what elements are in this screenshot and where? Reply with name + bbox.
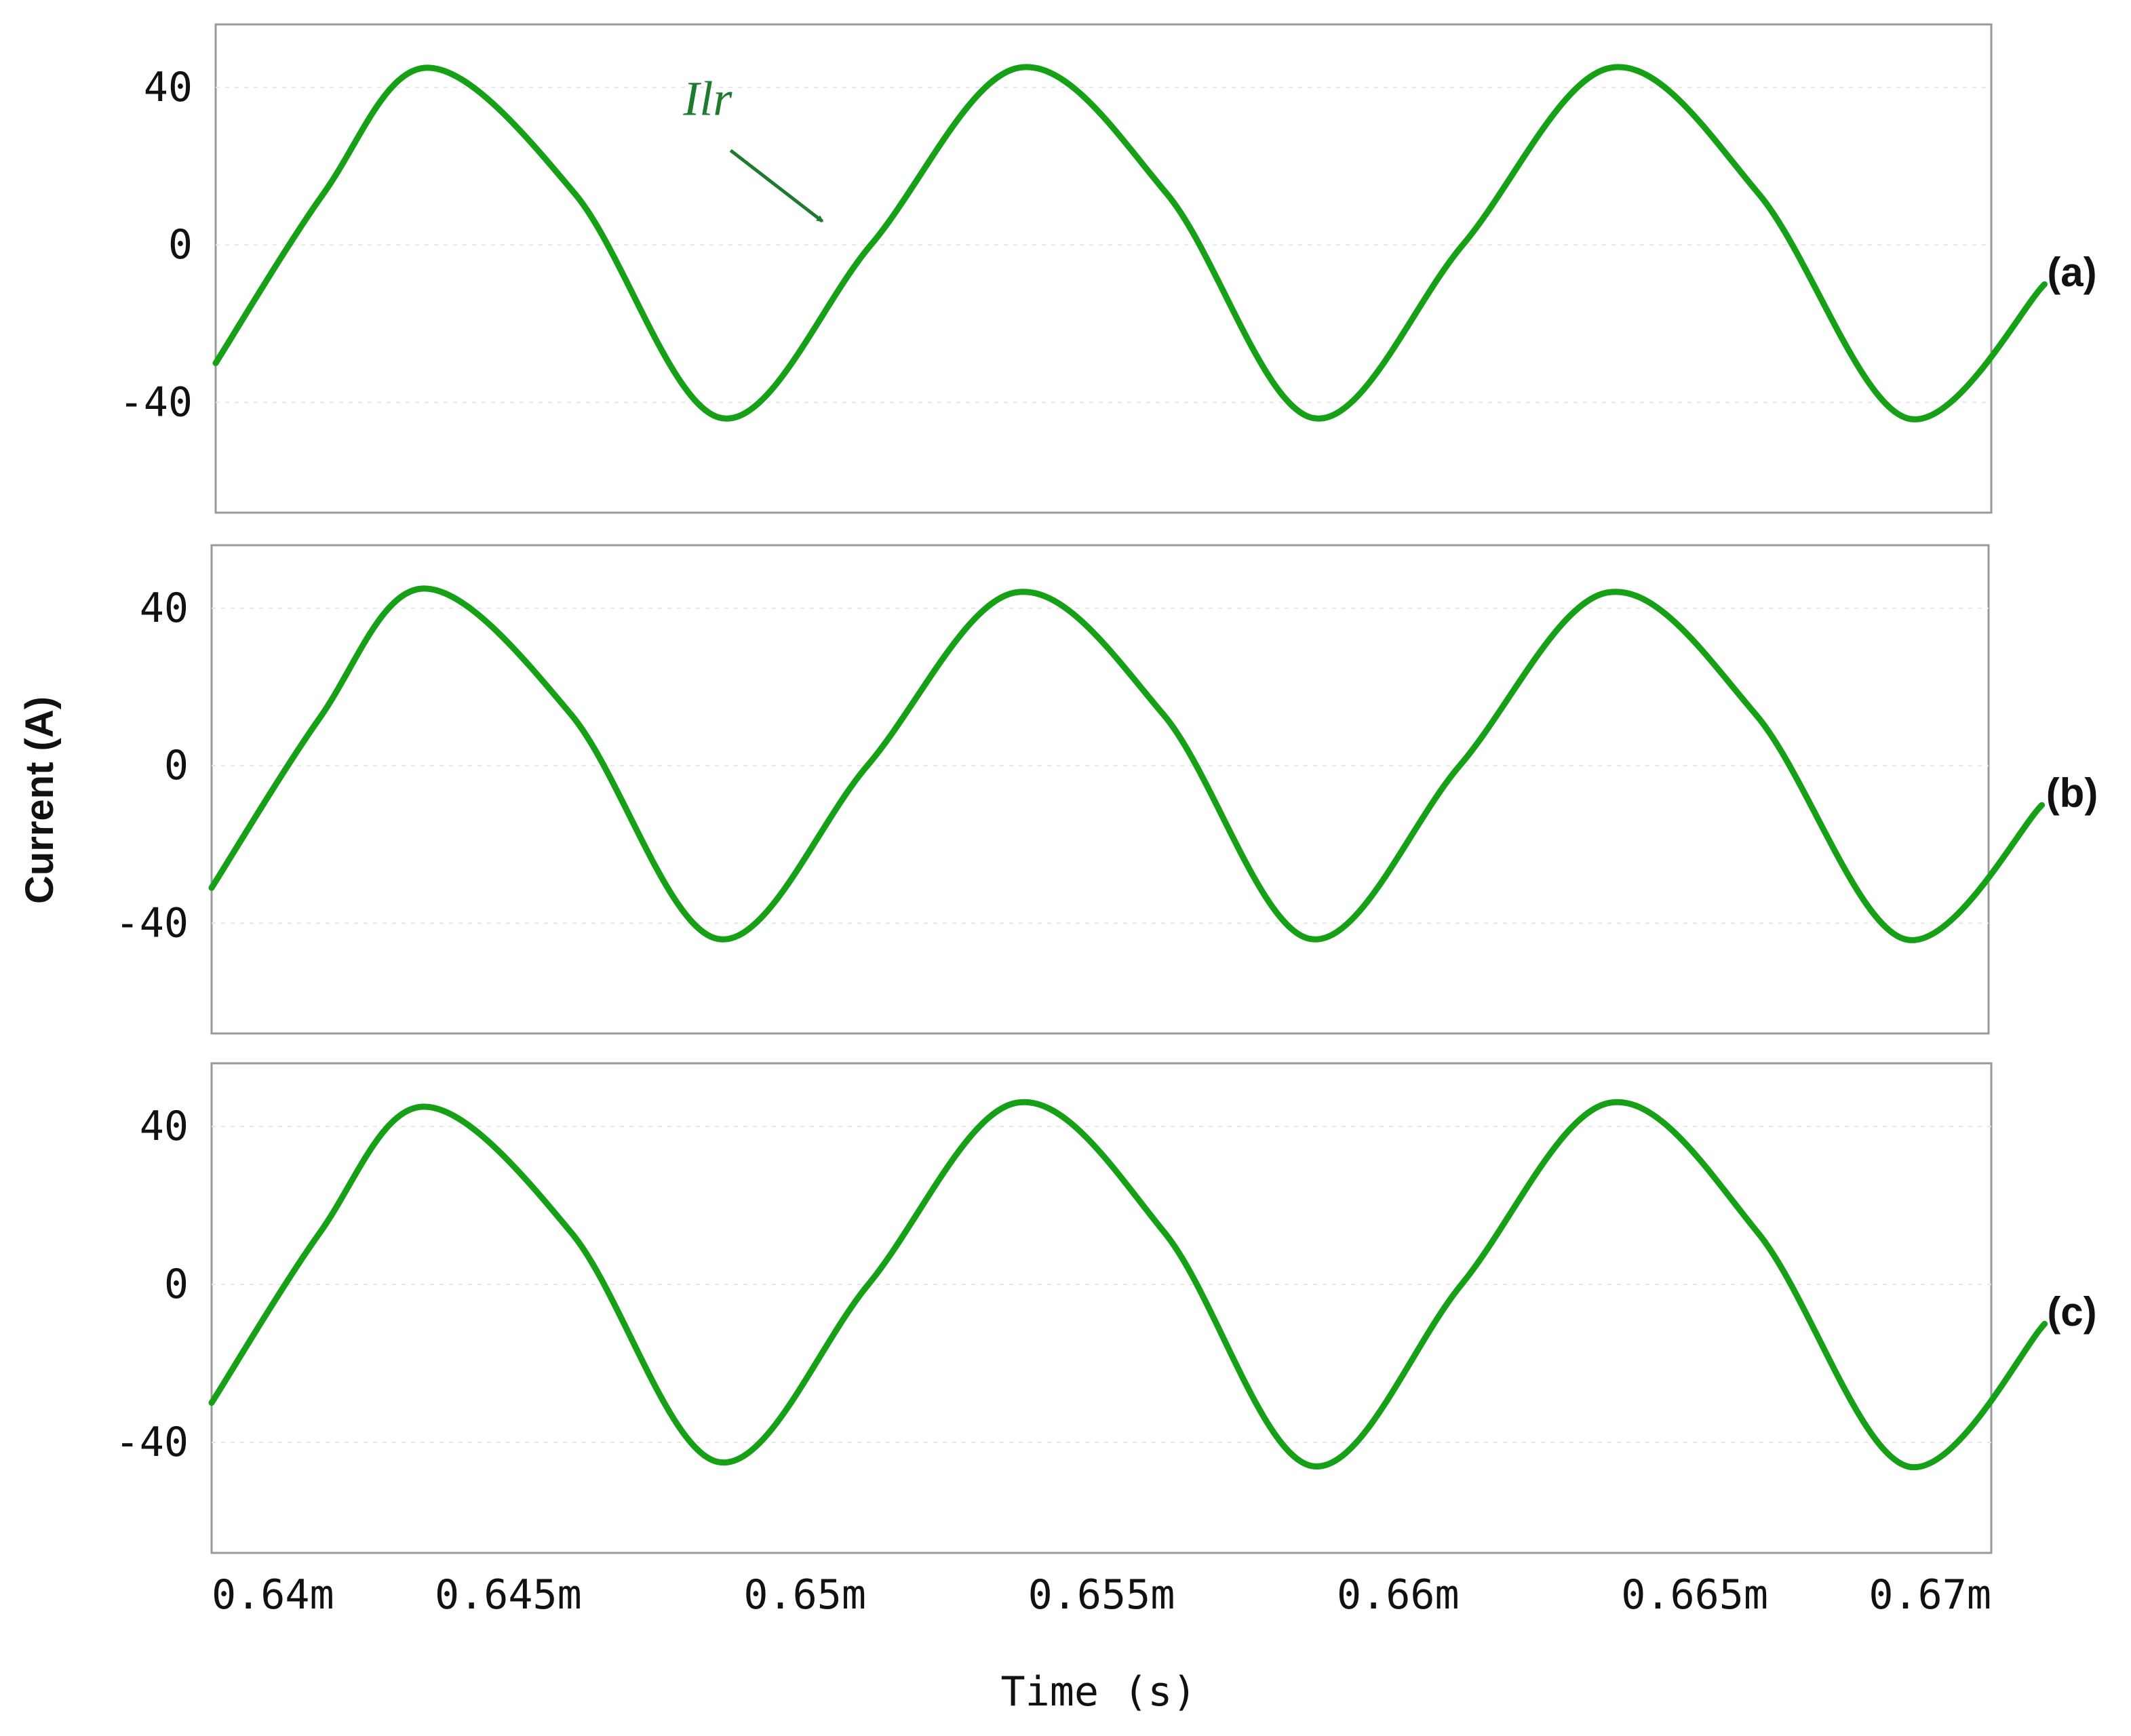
panel-label: (a) — [2047, 250, 2096, 295]
plot-frame — [214, 23, 1993, 514]
y-tick-label: 0 — [168, 221, 193, 269]
panel-b: 40 0 -40 (b) — [115, 544, 2098, 1035]
plot-frame — [210, 1062, 1993, 1554]
y-tick-label: 0 — [164, 742, 189, 789]
annotation-arrow — [729, 149, 824, 223]
x-tick-labels: 0.64m 0.645m 0.65m 0.655m 0.66m 0.665m 0.67m — [212, 1571, 1991, 1619]
panel-a: 40 0 -40 (a) Ilr — [119, 23, 2097, 514]
panel-label: (c) — [2047, 1289, 2096, 1335]
y-tick-label: 0 — [164, 1261, 189, 1308]
y-axis-label: Current (A) — [18, 696, 62, 904]
x-axis-label: Time (s) — [1001, 1668, 1197, 1716]
series-line — [208, 585, 2046, 943]
y-tick-label: 40 — [140, 1103, 189, 1150]
panel-c: 40 0 -40 (c) — [115, 1062, 2097, 1554]
y-tick-label: 40 — [140, 585, 189, 632]
series-annotation: Ilr — [682, 72, 732, 126]
series-line — [208, 1099, 2048, 1471]
plot-frame — [210, 544, 1990, 1035]
x-tick-label: 0.645m — [435, 1571, 582, 1619]
x-tick-label: 0.65m — [743, 1571, 866, 1619]
y-tick-label: -40 — [115, 899, 189, 947]
x-tick-label: 0.64m — [212, 1571, 334, 1619]
x-tick-label: 0.66m — [1337, 1571, 1460, 1619]
series-line — [212, 64, 2048, 422]
panels-layer: 40 0 -40 (a) Ilr 40 0 -40 (b) 40 0 -40 (c) — [115, 23, 2098, 1554]
x-tick-label: 0.67m — [1869, 1571, 1991, 1619]
panel-label: (b) — [2046, 770, 2098, 816]
x-tick-label: 0.655m — [1028, 1571, 1175, 1619]
y-tick-label: -40 — [115, 1419, 189, 1466]
x-tick-label: 0.665m — [1621, 1571, 1768, 1619]
y-tick-label: -40 — [119, 378, 193, 426]
y-tick-label: 40 — [144, 64, 193, 111]
